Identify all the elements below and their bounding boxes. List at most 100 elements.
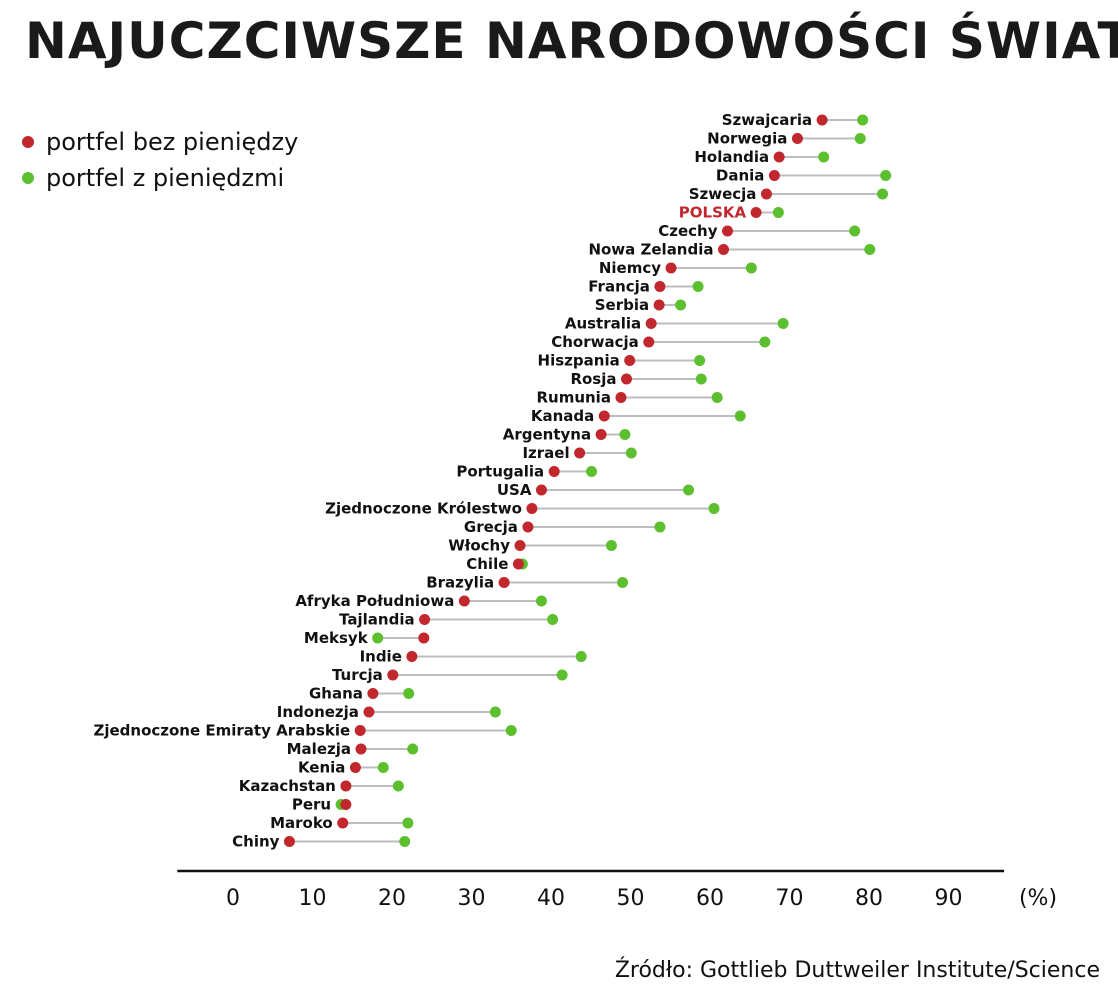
country-label: Ghana bbox=[309, 685, 363, 703]
without-money-point bbox=[349, 762, 361, 773]
country-label: Brazylia bbox=[426, 574, 494, 592]
chart-title: NAJUCZCIWSZE NARODOWOŚCI ŚWIATA bbox=[25, 12, 1118, 70]
country-label: USA bbox=[497, 481, 532, 499]
without-money-point bbox=[419, 614, 431, 625]
with-money-point bbox=[864, 244, 876, 255]
with-money-point bbox=[654, 521, 666, 533]
without-money-point bbox=[760, 188, 772, 200]
without-money-point bbox=[548, 466, 560, 477]
x-tick-label: 50 bbox=[617, 886, 645, 911]
without-money-point bbox=[522, 521, 534, 533]
with-money-point bbox=[392, 780, 404, 792]
legend-green-dot-icon bbox=[22, 172, 34, 184]
with-money-point bbox=[619, 429, 631, 440]
without-money-point bbox=[363, 706, 375, 718]
without-money-point bbox=[458, 595, 470, 607]
legend-red-dot-icon bbox=[22, 136, 34, 148]
country-label: Grecja bbox=[464, 518, 518, 536]
x-tick-label: 20 bbox=[378, 886, 406, 911]
country-label: Malezja bbox=[287, 740, 351, 758]
country-label: Francja bbox=[588, 278, 650, 296]
with-money-point bbox=[675, 299, 687, 311]
legend-item-without-money: portfel bez pieniędzy bbox=[22, 128, 298, 156]
with-money-point bbox=[547, 614, 559, 625]
without-money-point bbox=[718, 244, 730, 255]
without-money-point bbox=[624, 355, 636, 366]
without-money-point bbox=[615, 392, 627, 403]
country-label: Australia bbox=[565, 315, 641, 333]
without-money-point bbox=[574, 447, 586, 459]
country-label: Chorwacja bbox=[551, 333, 639, 351]
without-money-point bbox=[645, 318, 657, 329]
country-label: Rosja bbox=[570, 370, 616, 388]
country-label: Rumunia bbox=[536, 389, 610, 407]
x-tick-label: 10 bbox=[299, 886, 327, 911]
country-label: POLSKA bbox=[679, 204, 747, 222]
with-money-point bbox=[489, 706, 501, 718]
x-tick-label: 60 bbox=[696, 886, 724, 911]
without-money-point bbox=[768, 170, 780, 181]
x-tick-label: 80 bbox=[855, 886, 883, 911]
country-label: Kenia bbox=[298, 759, 345, 777]
source-note: Źródło: Gottlieb Duttweiler Institute/Sc… bbox=[614, 958, 1100, 983]
country-label: Maroko bbox=[270, 814, 333, 832]
without-money-point bbox=[598, 410, 610, 422]
with-money-point bbox=[880, 170, 892, 181]
without-money-point bbox=[512, 558, 524, 570]
with-money-point bbox=[403, 688, 415, 699]
country-label: Portugalia bbox=[456, 463, 544, 481]
without-money-point bbox=[654, 281, 666, 292]
without-money-point bbox=[621, 373, 633, 385]
without-money-point bbox=[340, 799, 352, 810]
country-label: Argentyna bbox=[503, 426, 591, 444]
x-tick-label: 70 bbox=[776, 886, 804, 911]
country-label: Chile bbox=[466, 555, 508, 573]
x-tick-label: 40 bbox=[537, 886, 565, 911]
country-label: Zjednoczone Królestwo bbox=[325, 500, 522, 518]
legend-label-without-money: portfel bez pieniędzy bbox=[46, 128, 299, 156]
x-tick-label: 0 bbox=[226, 886, 240, 911]
with-money-point bbox=[772, 207, 784, 218]
without-money-point bbox=[340, 780, 352, 792]
country-label: Nowa Zelandia bbox=[588, 241, 713, 259]
with-money-point bbox=[877, 188, 889, 200]
with-money-point bbox=[849, 225, 861, 237]
country-label: Kazachstan bbox=[239, 777, 336, 795]
with-money-point bbox=[535, 595, 547, 607]
country-label: Tajlandia bbox=[339, 611, 415, 629]
x-tick-label: 90 bbox=[935, 886, 963, 911]
with-money-point bbox=[683, 484, 695, 496]
without-money-point bbox=[498, 577, 510, 588]
without-money-point bbox=[418, 632, 430, 644]
with-money-point bbox=[605, 540, 617, 551]
without-money-point bbox=[773, 151, 785, 163]
country-label: Włochy bbox=[448, 537, 510, 555]
without-money-point bbox=[750, 207, 762, 218]
with-money-point bbox=[745, 262, 757, 274]
with-money-point bbox=[734, 410, 746, 422]
x-axis-unit-label: (%) bbox=[1019, 886, 1057, 911]
country-label: Peru bbox=[292, 796, 331, 814]
country-label: Dania bbox=[716, 167, 765, 185]
with-money-point bbox=[556, 669, 568, 681]
without-money-point bbox=[595, 429, 607, 440]
without-money-point bbox=[816, 114, 828, 126]
country-label: Szwajcaria bbox=[722, 111, 812, 129]
with-money-point bbox=[857, 114, 869, 126]
with-money-point bbox=[625, 447, 637, 459]
country-label: Indie bbox=[360, 648, 402, 666]
country-label: Hiszpania bbox=[538, 352, 620, 370]
without-money-point bbox=[665, 262, 677, 274]
with-money-point bbox=[711, 392, 723, 403]
without-money-point bbox=[514, 540, 526, 551]
with-money-point bbox=[617, 577, 629, 588]
country-label: Meksyk bbox=[304, 629, 369, 647]
without-money-point bbox=[355, 743, 367, 755]
country-label: Norwegia bbox=[707, 130, 787, 148]
country-label: Chiny bbox=[232, 833, 280, 851]
with-money-point bbox=[372, 632, 384, 644]
with-money-point bbox=[399, 836, 411, 847]
with-money-point bbox=[692, 281, 704, 292]
without-money-point bbox=[526, 503, 538, 514]
